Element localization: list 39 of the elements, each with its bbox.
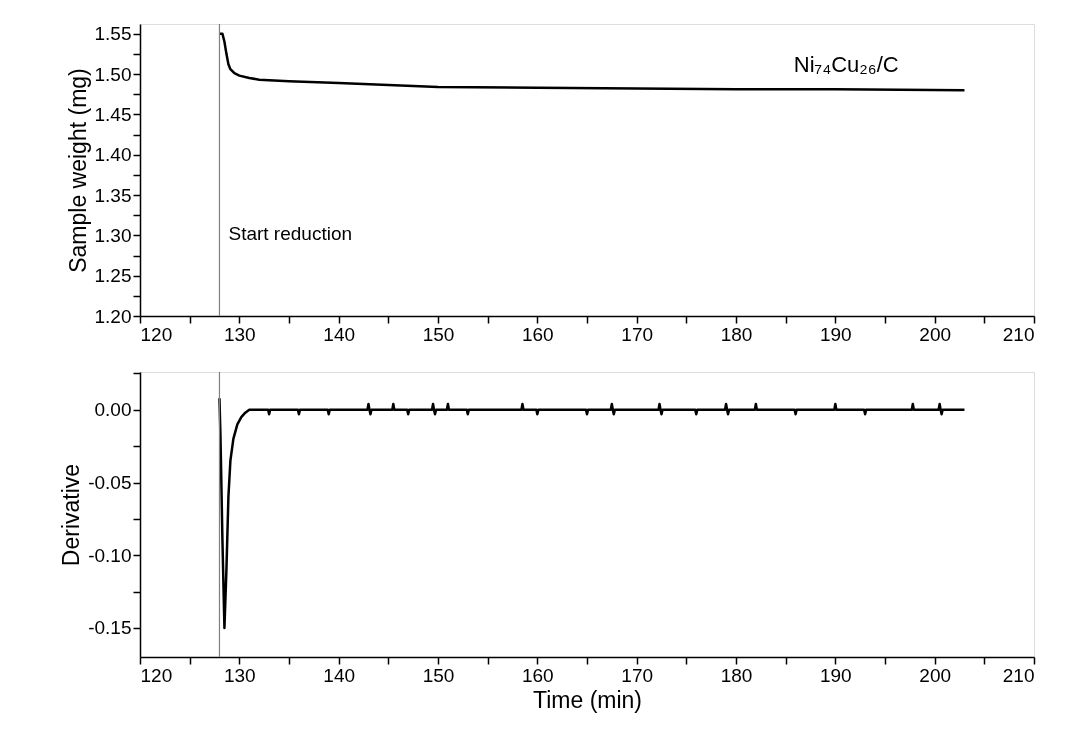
y-tick-label: -0.10: [88, 544, 132, 566]
y-tick-label: 1.40: [94, 144, 132, 166]
x-tick-label: 180: [720, 323, 753, 345]
y-tick-label: 0.00: [94, 399, 132, 421]
y-tick-label: -0.05: [88, 472, 132, 494]
x-tick-label: 140: [323, 323, 356, 345]
x-tick-label: 120: [140, 323, 173, 345]
y-axis-title: Derivative: [58, 463, 85, 567]
x-tick-label: 160: [521, 323, 554, 345]
x-tick-label: 150: [422, 664, 455, 686]
ref-line-label: Start reduction: [228, 223, 353, 245]
x-tick-label: 140: [323, 664, 356, 686]
y-tick-label: 1.50: [94, 63, 132, 85]
line-series: [218, 396, 966, 630]
line-series: [218, 32, 966, 92]
annotation: Ni₇₄Cu₂₆/C: [793, 51, 899, 77]
x-tick-label: 190: [819, 664, 852, 686]
x-tick-label: 130: [223, 323, 256, 345]
y-tick-label: 1.25: [94, 265, 132, 287]
x-tick-label: 200: [919, 664, 952, 686]
x-tick-label: 150: [422, 323, 455, 345]
y-axis-title: Sample weight (mg): [64, 68, 91, 273]
x-tick-label: 170: [621, 664, 654, 686]
x-tick-label: 180: [720, 664, 753, 686]
x-tick-label: 160: [521, 664, 554, 686]
x-tick-label: 130: [223, 664, 256, 686]
x-tick-label: 210: [1002, 664, 1035, 686]
x-tick-label: 200: [919, 323, 952, 345]
x-tick-label: 120: [140, 664, 173, 686]
y-tick-label: -0.15: [88, 617, 132, 639]
y-tick-label: 1.55: [94, 23, 132, 45]
x-tick-label: 190: [819, 323, 852, 345]
x-tick-label: 170: [621, 323, 654, 345]
y-tick-label: 1.35: [94, 184, 132, 206]
y-tick-label: 1.45: [94, 103, 132, 125]
y-tick-label: 1.30: [94, 224, 132, 246]
x-tick-label: 210: [1002, 323, 1035, 345]
x-axis-title: Time (min): [532, 686, 643, 713]
y-tick-label: 1.20: [94, 305, 132, 327]
